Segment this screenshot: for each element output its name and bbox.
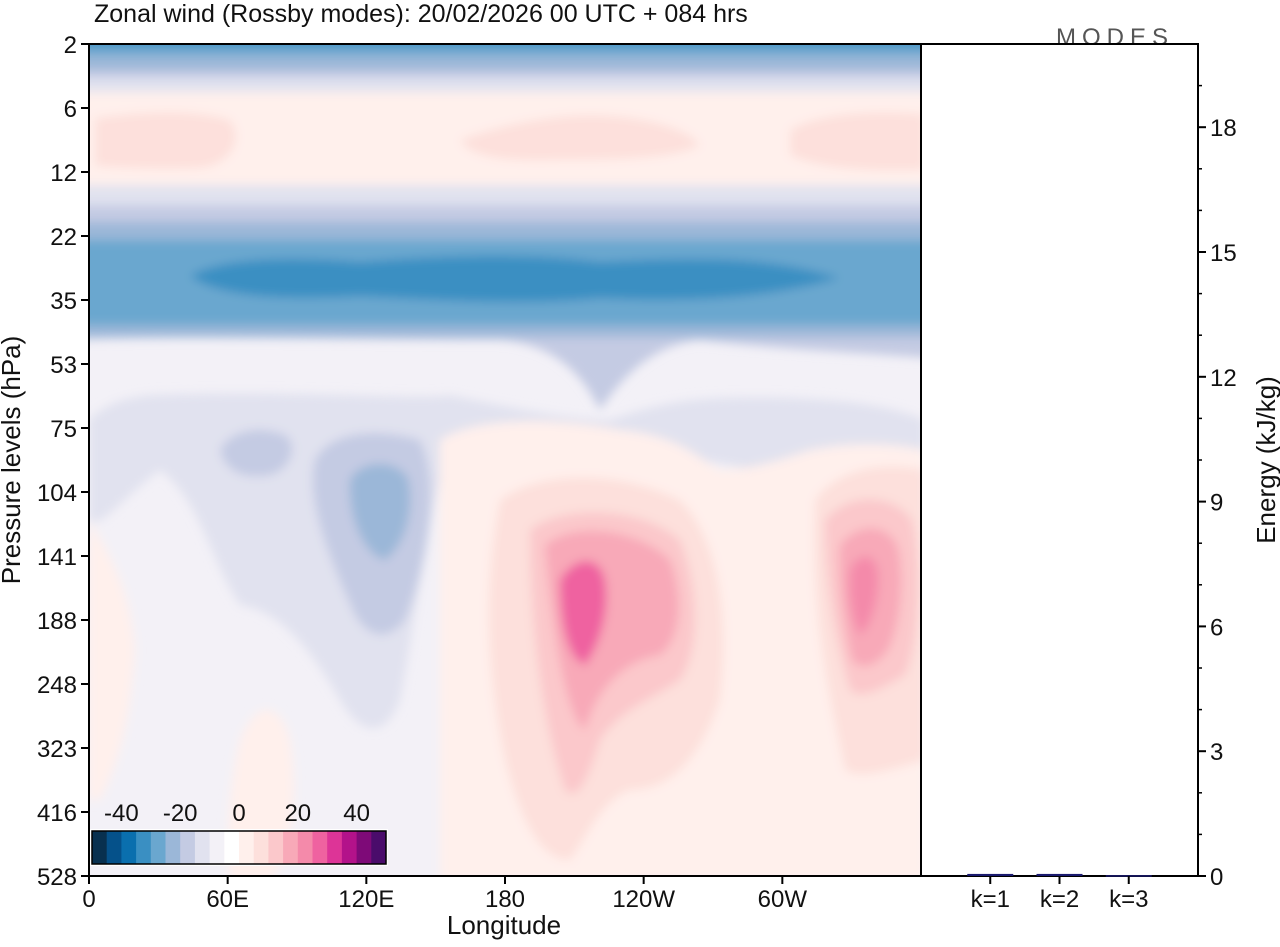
energy-tick-label: 15: [1210, 240, 1237, 267]
colorbar-swatch: [194, 831, 211, 864]
modes-watermark: MODES: [1056, 24, 1174, 51]
energy-tick-label: 9: [1210, 490, 1223, 517]
x-tick-label: 0: [82, 886, 95, 913]
energy-bar: [1036, 873, 1083, 876]
y-tick-label: 2: [64, 32, 77, 59]
colorbar-swatch: [327, 831, 343, 864]
troposphere-cells: [89, 393, 921, 876]
energy-tick-label: 6: [1210, 614, 1223, 641]
colorbar-swatch: [268, 831, 284, 864]
colorbar-tick-label: -40: [104, 800, 139, 827]
y-axis-label: Pressure levels (hPa): [0, 336, 26, 585]
colorbar-swatch: [136, 831, 152, 864]
energy-tick-label: 3: [1210, 739, 1223, 766]
y-tick-label: 12: [50, 160, 77, 187]
x-tick-label: 60E: [206, 886, 249, 913]
chart-title: Zonal wind (Rossby modes): 20/02/2026 00…: [94, 0, 748, 28]
y-tick-label: 416: [37, 800, 77, 827]
y-tick-label: 75: [50, 416, 77, 443]
y-tick-label: 22: [50, 224, 77, 251]
x-tick-label: 60W: [758, 886, 808, 913]
zonal-wind-field: [89, 44, 921, 876]
colorbar-swatch: [165, 831, 181, 864]
colorbar-swatch: [180, 831, 196, 864]
y-tick-label: 188: [37, 608, 77, 635]
colorbar-swatch: [312, 831, 328, 864]
colorbar-swatch: [356, 831, 372, 864]
colorbar-swatch: [371, 831, 387, 864]
colorbar-swatch: [121, 831, 137, 864]
colorbar-tick-label: 40: [343, 800, 370, 827]
axes: 0 60E 120E 180 120W 60WLongitude2612223553751…: [0, 32, 1280, 940]
colorbar-swatch: [150, 831, 166, 864]
y-tick-label: 323: [37, 736, 77, 763]
colorbar-swatch: [92, 831, 108, 864]
colorbar-tick-label: -20: [163, 800, 198, 827]
x-tick-label: 180: [485, 886, 525, 913]
energy-category-label: k=2: [1040, 886, 1079, 913]
colorbar-swatch: [209, 831, 225, 864]
energy-bar: [967, 873, 1014, 876]
y-tick-label: 6: [64, 96, 77, 123]
energy-tick-label: 0: [1210, 864, 1223, 891]
y-tick-label: 248: [37, 672, 77, 699]
colorbar-swatch: [283, 831, 299, 864]
stratosphere-bands: [89, 44, 921, 410]
colorbar-tick-label: 0: [232, 800, 245, 827]
y-tick-label: 528: [37, 864, 77, 891]
x-axis-label: Longitude: [447, 910, 561, 940]
colorbar-frame: [91, 830, 387, 865]
colorbar-tick-label: 20: [284, 800, 311, 827]
colorbar-swatch: [239, 831, 255, 864]
energy-tick-label: 18: [1210, 115, 1237, 142]
colorbar-swatch: [224, 831, 240, 864]
y-tick-label: 53: [50, 352, 77, 379]
y-tick-label: 35: [50, 288, 77, 315]
colorbar-swatch: [341, 831, 358, 864]
x-tick-label: 120E: [338, 886, 394, 913]
energy-panel-frame: [920, 43, 1199, 877]
y-tick-label: 141: [37, 544, 77, 571]
colorbar: -40 -20 0 20 40: [90, 800, 388, 866]
energy-tick-label: 12: [1210, 365, 1237, 392]
energy-category-label: k=3: [1109, 886, 1148, 913]
energy-category-label: k=1: [971, 886, 1010, 913]
x-tick-label: 120W: [612, 886, 675, 913]
energy-axis-label: Energy (kJ/kg): [1251, 376, 1280, 544]
colorbar-swatch: [106, 831, 122, 864]
colorbar-swatch: [253, 831, 269, 864]
energy-bar: [1105, 875, 1152, 877]
colorbar-swatch: [297, 831, 313, 864]
energy-bars: k=1 k=2 k=3: [967, 873, 1152, 913]
y-tick-label: 104: [37, 480, 77, 507]
